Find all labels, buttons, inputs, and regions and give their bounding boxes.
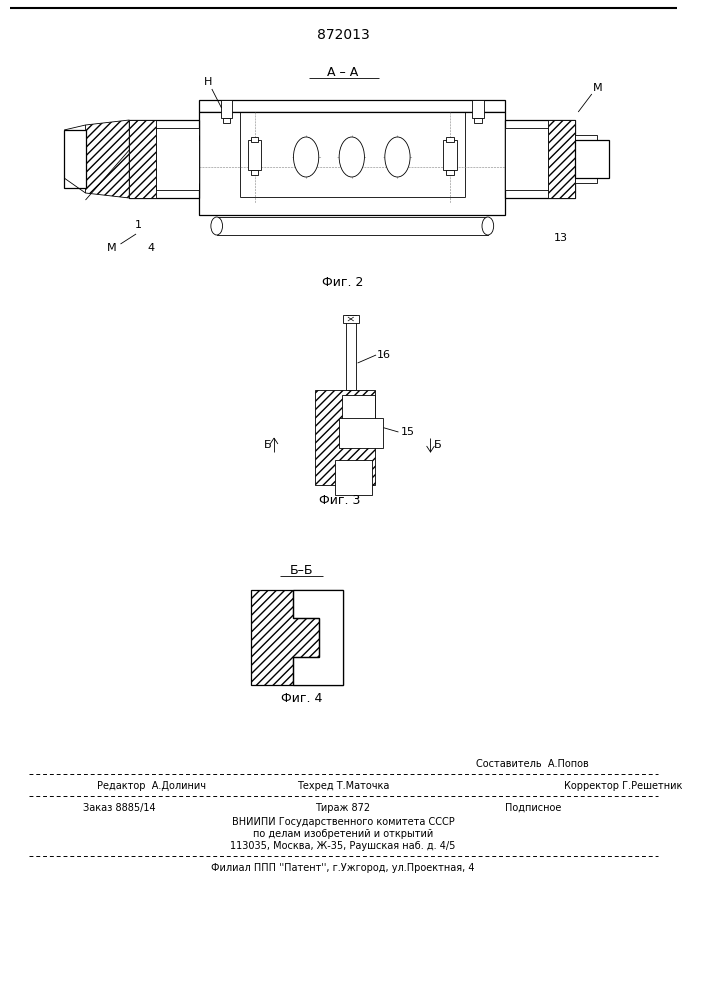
Bar bbox=[129, 120, 156, 198]
Bar bbox=[472, 100, 484, 118]
Text: Н: Н bbox=[204, 77, 212, 87]
Bar bbox=[248, 140, 262, 170]
Bar bbox=[548, 120, 575, 198]
Text: Филиал ППП ''Патент'', г.Ужгород, ул.Проектная, 4: Филиал ППП ''Патент'', г.Ужгород, ул.Про… bbox=[211, 863, 475, 873]
Bar bbox=[217, 217, 488, 235]
Bar bbox=[129, 120, 199, 198]
Bar bbox=[315, 390, 375, 485]
Bar bbox=[506, 128, 548, 190]
Text: 1: 1 bbox=[134, 220, 141, 230]
Text: Фиг. 2: Фиг. 2 bbox=[322, 275, 363, 288]
Text: Фиг. 4: Фиг. 4 bbox=[281, 692, 322, 706]
Text: 872013: 872013 bbox=[317, 28, 370, 42]
Bar bbox=[343, 315, 358, 323]
Text: Корректор Г.Решетник: Корректор Г.Решетник bbox=[563, 781, 682, 791]
Bar bbox=[335, 460, 372, 495]
Ellipse shape bbox=[293, 137, 319, 177]
Text: 16: 16 bbox=[377, 350, 391, 360]
Bar bbox=[506, 120, 575, 198]
Text: А – А: А – А bbox=[327, 66, 358, 79]
Bar bbox=[251, 137, 259, 142]
Bar bbox=[223, 118, 230, 123]
Polygon shape bbox=[293, 590, 343, 685]
Bar bbox=[575, 140, 609, 178]
Bar bbox=[575, 135, 597, 153]
Text: 4: 4 bbox=[147, 243, 154, 253]
Text: Заказ 8885/14: Заказ 8885/14 bbox=[83, 803, 156, 813]
Text: 13: 13 bbox=[554, 233, 568, 243]
Bar bbox=[251, 170, 259, 175]
Ellipse shape bbox=[211, 217, 223, 235]
Bar bbox=[199, 100, 506, 112]
Bar bbox=[446, 170, 454, 175]
Text: Фиг. 3: Фиг. 3 bbox=[320, 493, 361, 506]
Ellipse shape bbox=[339, 137, 364, 177]
Text: Составитель  А.Попов: Составитель А.Попов bbox=[477, 759, 589, 769]
Bar bbox=[221, 100, 233, 118]
Bar bbox=[339, 418, 383, 448]
Text: Тираж 872: Тираж 872 bbox=[315, 803, 370, 813]
Text: 113035, Москва, Ж-35, Раушская наб. д. 4/5: 113035, Москва, Ж-35, Раушская наб. д. 4… bbox=[230, 841, 456, 851]
Polygon shape bbox=[86, 120, 129, 198]
Bar bbox=[251, 590, 343, 685]
Bar bbox=[474, 118, 482, 123]
Text: Подписное: Подписное bbox=[506, 803, 561, 813]
Bar bbox=[346, 315, 356, 390]
Text: ВНИИПИ Государственного комитета СССР: ВНИИПИ Государственного комитета СССР bbox=[232, 817, 455, 827]
Ellipse shape bbox=[482, 217, 493, 235]
Bar bbox=[199, 112, 506, 215]
Text: Б–Б: Б–Б bbox=[289, 564, 313, 576]
Text: Техред Т.Маточка: Техред Т.Маточка bbox=[297, 781, 390, 791]
Text: М: М bbox=[593, 83, 602, 93]
Bar bbox=[575, 165, 597, 183]
Text: М: М bbox=[107, 243, 117, 253]
Bar bbox=[443, 140, 457, 170]
Text: по делам изобретений и открытий: по делам изобретений и открытий bbox=[253, 829, 433, 839]
Bar bbox=[342, 395, 375, 430]
Text: Б: Б bbox=[264, 440, 271, 450]
Bar bbox=[446, 137, 454, 142]
Bar bbox=[156, 128, 199, 190]
Ellipse shape bbox=[385, 137, 410, 177]
Text: 15: 15 bbox=[400, 427, 414, 437]
Bar bbox=[64, 130, 86, 188]
Text: Редактор  А.Долинич: Редактор А.Долинич bbox=[97, 781, 206, 791]
Text: Б: Б bbox=[433, 440, 441, 450]
